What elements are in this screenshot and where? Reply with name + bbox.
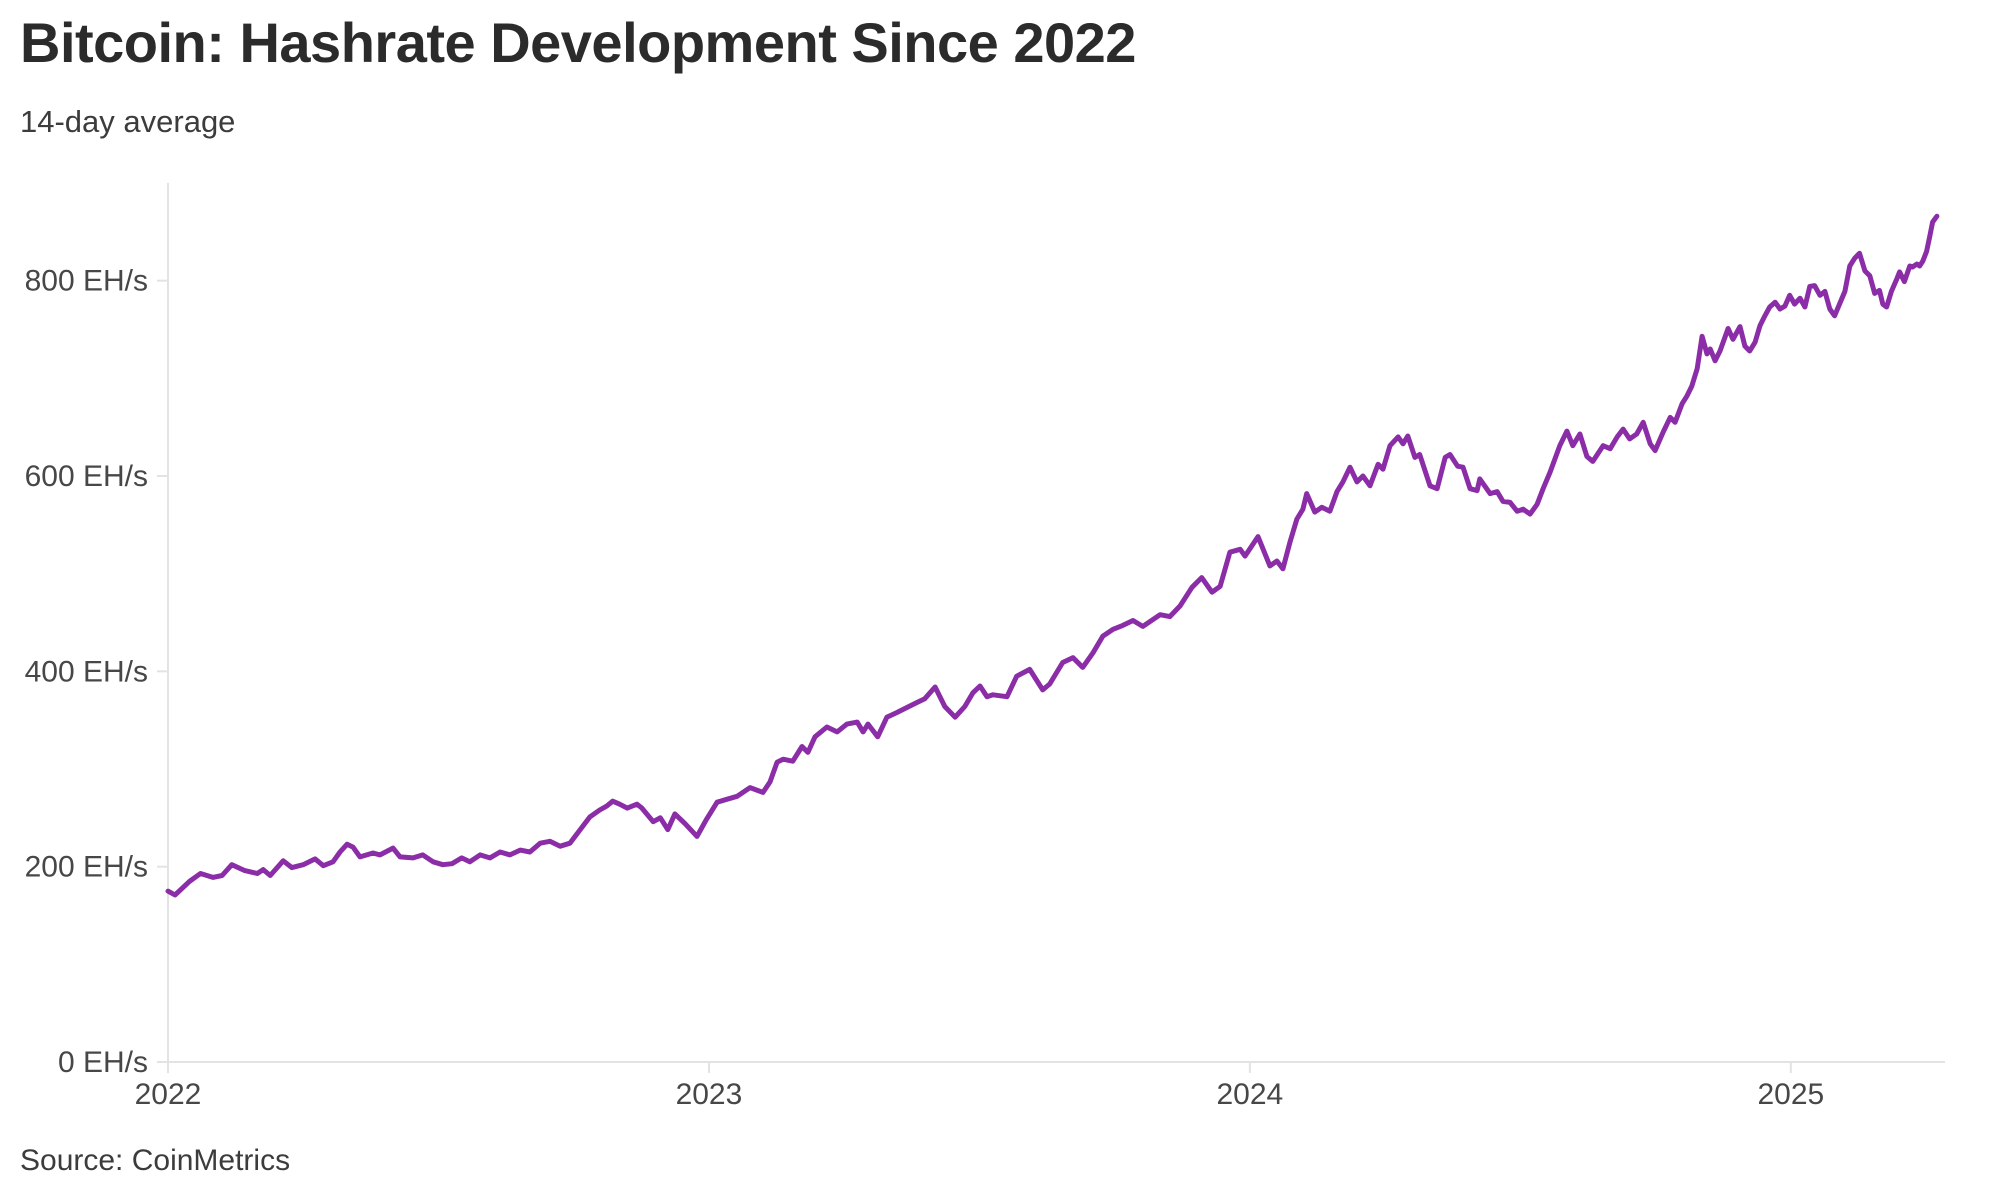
y-tick-label: 600 EH/s — [25, 460, 148, 493]
y-tick-label: 0 EH/s — [58, 1046, 148, 1079]
x-tick-label: 2025 — [1757, 1078, 1824, 1111]
x-tick-label: 2023 — [676, 1078, 743, 1111]
hashrate-line — [165, 213, 1940, 898]
y-tick-label: 200 EH/s — [25, 851, 148, 884]
source-note: Source: CoinMetrics — [20, 1144, 291, 1177]
y-tick-label: 400 EH/s — [25, 655, 148, 688]
y-tick-label: 800 EH/s — [25, 265, 148, 298]
x-tick-label: 2022 — [135, 1078, 202, 1111]
x-tick-label: 2024 — [1217, 1078, 1284, 1111]
page-subtitle: 14-day average — [20, 104, 236, 139]
page-title: Bitcoin: Hashrate Development Since 2022 — [20, 11, 1136, 74]
